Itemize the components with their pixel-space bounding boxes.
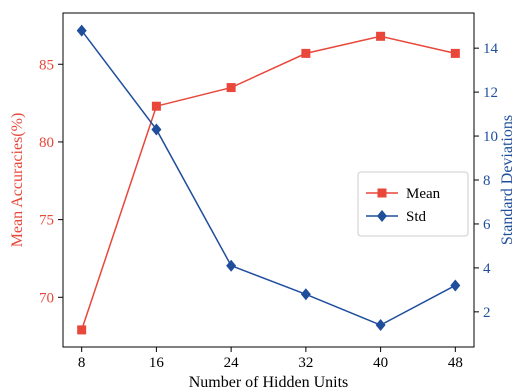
right-y-tick-label: 2 bbox=[483, 305, 491, 321]
series-line-std bbox=[81, 30, 456, 326]
left-y-tick-label: 85 bbox=[39, 57, 54, 73]
x-tick-label: 24 bbox=[224, 355, 240, 371]
data-point-mean bbox=[77, 325, 87, 335]
x-tick-label: 48 bbox=[448, 355, 463, 371]
right-y-tick-label: 12 bbox=[483, 85, 498, 101]
data-point-mean bbox=[226, 83, 236, 93]
series-line-mean bbox=[80, 35, 456, 331]
left-y-axis-title: Mean Accuracies(%) bbox=[9, 113, 26, 248]
right-y-tick-label: 14 bbox=[483, 41, 499, 57]
data-point-std bbox=[375, 319, 386, 332]
right-y-tick-label: 6 bbox=[483, 217, 491, 233]
left-y-tick-label: 80 bbox=[39, 135, 54, 151]
right-y-tick-label: 4 bbox=[483, 261, 491, 277]
data-point-std bbox=[450, 279, 461, 292]
legend-std-marker bbox=[377, 210, 387, 222]
right-y-tick-label: 10 bbox=[483, 129, 498, 145]
data-point-std bbox=[151, 123, 162, 136]
data-point-mean bbox=[301, 48, 311, 58]
legend-std-label: Std bbox=[406, 209, 427, 225]
x-axis-title: Number of Hidden Units bbox=[189, 374, 349, 391]
legend-mean-marker bbox=[377, 188, 387, 198]
legend-box bbox=[357, 171, 469, 237]
x-tick-label: 32 bbox=[298, 355, 313, 371]
data-point-mean bbox=[151, 101, 161, 111]
x-tick-label: 40 bbox=[373, 355, 388, 371]
data-point-std bbox=[226, 259, 237, 272]
data-point-mean bbox=[450, 48, 460, 58]
right-y-axis-title: Standard Deviations bbox=[499, 115, 516, 245]
legend: Mean Std bbox=[357, 171, 469, 237]
data-point-std bbox=[76, 24, 87, 37]
data-point-std bbox=[300, 288, 311, 301]
x-tick-label: 8 bbox=[78, 355, 86, 371]
left-y-tick-label: 75 bbox=[39, 213, 54, 229]
data-point-mean bbox=[376, 31, 386, 41]
left-y-tick-label: 70 bbox=[39, 290, 54, 306]
x-tick-label: 16 bbox=[149, 355, 165, 371]
legend-mean-label: Mean bbox=[406, 186, 441, 202]
right-y-tick-label: 8 bbox=[483, 173, 491, 189]
